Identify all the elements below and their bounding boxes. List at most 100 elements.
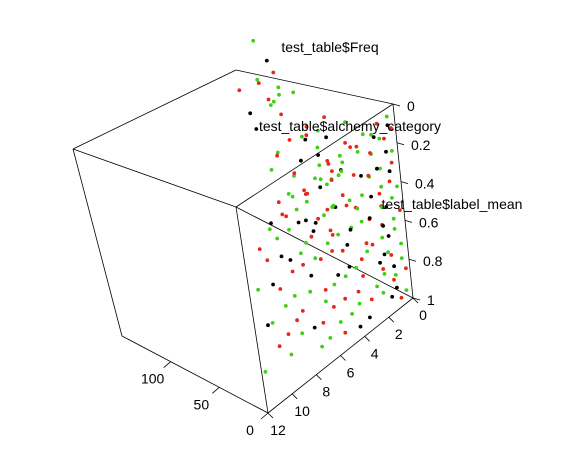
data-point [300, 134, 304, 139]
data-point [318, 177, 323, 182]
data-point [360, 132, 365, 137]
data-point [339, 169, 344, 174]
data-point [404, 288, 409, 292]
data-point [277, 344, 282, 349]
data-point [311, 229, 316, 234]
data-point [381, 267, 386, 271]
data-point [292, 294, 297, 298]
depth-axis-title: test_table$alchemy_category [259, 118, 441, 134]
data-point [404, 266, 408, 271]
tick-mark [404, 220, 413, 223]
data-point [283, 304, 288, 308]
depth-tick-label: 2 [395, 326, 403, 342]
data-point [369, 194, 373, 199]
data-point [355, 150, 360, 154]
data-point [269, 168, 274, 172]
data-point [325, 241, 330, 246]
data-point [330, 169, 334, 174]
data-point [393, 273, 398, 277]
data-point [318, 257, 323, 261]
box-edge [235, 206, 269, 414]
data-point [265, 258, 270, 263]
data-point [366, 173, 371, 178]
data-point [288, 258, 293, 262]
box-edge [235, 103, 394, 208]
data-point [375, 284, 379, 289]
data-point [338, 320, 343, 324]
data-point [375, 166, 379, 171]
data-point [343, 141, 347, 145]
data-point [299, 158, 303, 163]
data-point [304, 218, 308, 223]
data-point [286, 332, 291, 336]
depth-tick-label: 0 [419, 307, 427, 323]
data-point [382, 272, 387, 276]
data-point [325, 207, 330, 212]
data-point [269, 221, 273, 226]
data-point [344, 203, 349, 208]
data-point [271, 282, 275, 287]
data-point [356, 289, 361, 294]
data-point [322, 213, 326, 218]
data-point [374, 121, 379, 126]
data-point [237, 88, 242, 93]
data-point [390, 294, 395, 299]
data-point [340, 193, 345, 198]
data-point [289, 352, 294, 357]
data-point [275, 153, 279, 158]
data-point [275, 236, 280, 241]
data-point [301, 262, 305, 267]
data-point [343, 120, 347, 125]
tick-mark [388, 316, 395, 323]
data-point [276, 200, 281, 205]
data-point [313, 176, 317, 181]
data-point [266, 97, 271, 102]
data-point [284, 214, 288, 219]
data-point [343, 274, 348, 279]
data-point [360, 193, 364, 198]
depth-tick-label: 8 [322, 384, 330, 400]
data-point [291, 90, 296, 95]
data-point [348, 145, 352, 150]
data-point [325, 182, 329, 187]
data-point [276, 85, 281, 90]
data-point [279, 112, 283, 117]
horizontal-tick-label: 0.8 [423, 253, 443, 269]
tick-mark [212, 387, 220, 394]
box-edge [72, 148, 237, 208]
box-edge [72, 148, 123, 337]
data-point [343, 296, 348, 301]
data-point [387, 179, 392, 184]
data-point [359, 174, 363, 178]
data-point [367, 216, 372, 221]
data-point [389, 160, 394, 165]
data-point [377, 191, 382, 196]
data-point [320, 344, 324, 349]
data-point [381, 224, 385, 228]
data-point [378, 166, 382, 171]
data-point [329, 178, 334, 183]
depth-tick-label: 12 [270, 422, 286, 438]
box-edge [235, 206, 414, 299]
data-point [254, 127, 259, 131]
data-point [316, 128, 320, 133]
data-point [302, 188, 306, 193]
data-point [343, 330, 348, 335]
data-point [309, 273, 314, 278]
data-point [351, 173, 356, 177]
data-point [295, 318, 299, 323]
data-point [355, 206, 360, 211]
data-point [395, 285, 399, 290]
tick-mark [260, 412, 269, 420]
data-point [368, 151, 372, 155]
data-point [380, 235, 385, 240]
data-point [330, 233, 335, 237]
data-point [395, 184, 399, 189]
data-point [268, 103, 273, 107]
data-point [257, 247, 262, 252]
data-point [337, 153, 342, 158]
tick-mark [364, 336, 370, 342]
data-point [331, 203, 336, 208]
data-point [370, 242, 375, 247]
